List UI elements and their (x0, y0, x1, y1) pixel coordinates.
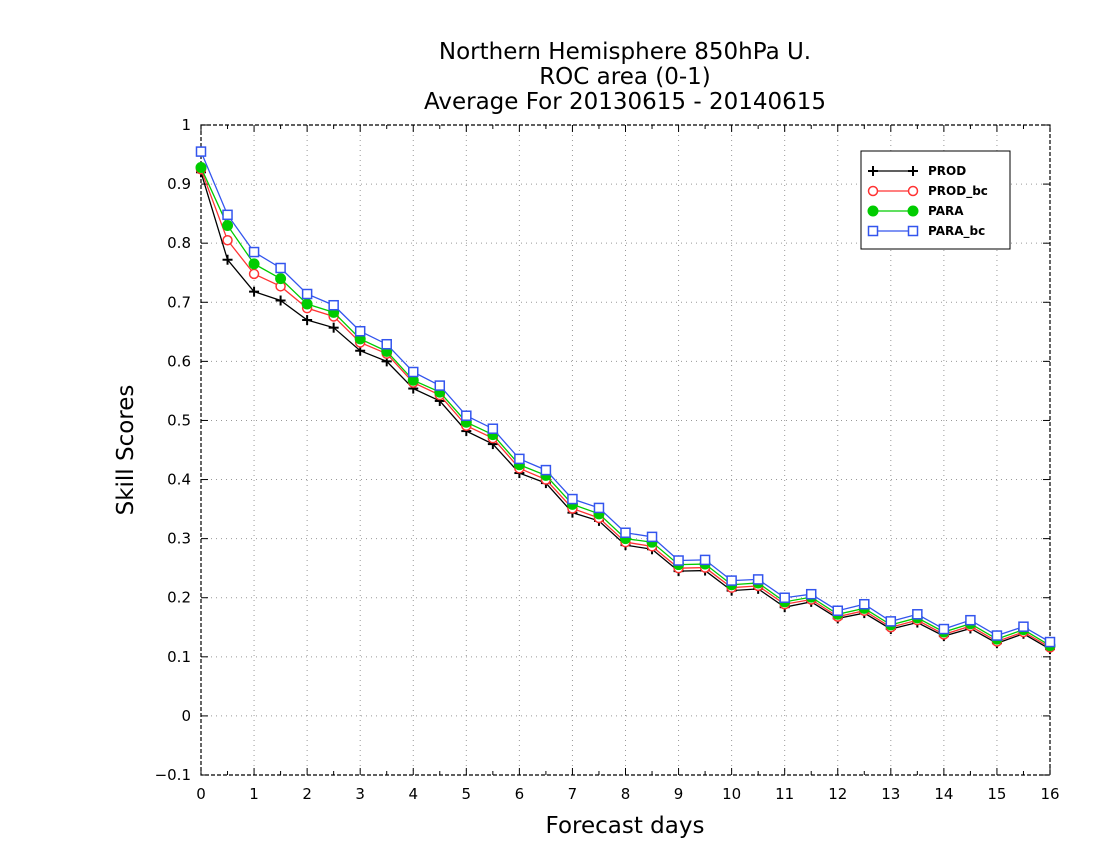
data-point-PARA (222, 219, 234, 231)
legend-label-PARA_bc: PARA_bc (928, 224, 985, 239)
x-tick-label: 13 (881, 785, 900, 803)
chart-title-line-2: ROC area (0-1) (539, 64, 711, 90)
data-point-PARA_bc (222, 209, 233, 221)
y-tick-label: 0.9 (167, 175, 191, 193)
data-point-PARA_bc (779, 592, 790, 603)
data-point-PARA_bc (885, 616, 897, 627)
data-point-PARA_bc (646, 531, 658, 543)
data-point-PARA_bc (328, 299, 339, 311)
data-point-PROD (328, 322, 339, 333)
legend-marker-PARA_bc (867, 225, 879, 237)
y-tick-label: 0.8 (167, 234, 191, 252)
data-point-PROD_bc (222, 234, 233, 246)
y-tick-label: 0 (181, 707, 191, 725)
data-point-PARA_bc (620, 527, 631, 538)
data-point-PARA_bc (461, 410, 472, 421)
data-point-PROD (222, 254, 233, 265)
data-point-PARA_bc (248, 246, 260, 258)
data-point-PARA_bc (965, 614, 976, 626)
data-point-PARA_bc (752, 574, 764, 585)
data-point-PARA_bc (408, 366, 419, 378)
data-point-PARA_bc (593, 502, 605, 514)
y-tick-label: 0.1 (167, 648, 191, 666)
x-tick-label: 15 (987, 785, 1006, 803)
legend-label-PROD_bc: PROD_bc (928, 184, 988, 199)
data-point-PARA_bc (301, 288, 313, 300)
data-point-PARA_bc (540, 464, 552, 476)
x-tick-label: 8 (621, 785, 631, 803)
x-tick-label: 3 (355, 785, 365, 803)
data-point-PARA_bc (699, 554, 711, 566)
legend-label-PARA: PARA (928, 204, 964, 218)
data-point-PARA (248, 258, 260, 270)
x-axis-title: Forecast days (546, 813, 705, 839)
data-point-PARA_bc (938, 623, 950, 635)
data-point-PARA_bc (381, 338, 392, 350)
y-tick-label: 0.7 (167, 293, 191, 311)
series-layer (195, 146, 1056, 655)
x-tick-label: 11 (775, 785, 794, 803)
x-tick-label: 0 (196, 785, 206, 803)
x-tick-label: 2 (302, 785, 312, 803)
legend-marker-PROD (908, 166, 918, 176)
data-point-PARA (275, 273, 287, 285)
y-tick-label: 0.4 (167, 471, 191, 489)
x-tick-label: 16 (1040, 785, 1059, 803)
y-tick-label: 0.6 (167, 352, 191, 370)
data-point-PARA_bc (832, 605, 843, 616)
data-point-PARA_bc (195, 146, 207, 157)
y-tick-label: 0.5 (167, 411, 191, 429)
x-tick-label: 9 (674, 785, 684, 803)
data-point-PARA_bc (567, 493, 578, 505)
data-point-PARA_bc (275, 262, 286, 274)
legend-marker-PROD_bc (907, 185, 919, 197)
x-tick-label: 1 (249, 785, 259, 803)
data-point-PARA_bc (354, 325, 366, 337)
series-PARA_bc (195, 146, 1056, 648)
data-point-PARA_bc (726, 575, 737, 586)
legend-label-PROD: PROD (928, 164, 966, 178)
legend-marker-PROD_bc (867, 185, 879, 197)
legend-marker-PARA (867, 205, 879, 217)
legend: PROD PROD_bc PARA PARA_bc (860, 150, 1011, 250)
y-tick-label: 0.2 (167, 589, 191, 607)
data-point-PARA (301, 298, 313, 310)
data-point-PARA (195, 162, 207, 174)
y-tick-label: −0.1 (155, 766, 191, 784)
x-tick-label: 10 (722, 785, 741, 803)
y-axis-title: Skill Scores (113, 385, 139, 516)
x-tick-label: 12 (828, 785, 847, 803)
data-point-PROD (302, 315, 313, 325)
x-tick-label: 5 (462, 785, 472, 803)
data-point-PARA_bc (487, 423, 499, 434)
data-point-PARA_bc (859, 598, 870, 610)
x-tick-label: 7 (568, 785, 578, 803)
data-point-PARA_bc (805, 588, 817, 600)
legend-marker-PROD (868, 166, 878, 176)
x-tick-label: 14 (934, 785, 953, 803)
data-point-PARA_bc (514, 453, 525, 465)
legend-box (860, 150, 1011, 250)
data-point-PARA_bc (1044, 636, 1056, 648)
data-point-PARA_bc (1018, 621, 1029, 632)
legend-marker-PARA_bc (907, 225, 919, 237)
x-tick-label: 4 (408, 785, 418, 803)
y-tick-label: 0.3 (167, 530, 191, 548)
data-point-PROD (275, 295, 286, 306)
y-tick-label: 1 (181, 116, 191, 134)
chart-title-line-3: Average For 20130615 - 20140615 (424, 89, 826, 115)
data-point-PARA_bc (991, 630, 1003, 641)
data-point-PROD (249, 286, 260, 297)
chart-title-line-1: Northern Hemisphere 850hPa U. (439, 39, 811, 65)
data-point-PARA_bc (912, 609, 923, 620)
x-tick-label: 6 (515, 785, 525, 803)
legend-marker-PARA (907, 205, 919, 217)
data-point-PROD_bc (248, 268, 260, 280)
data-point-PARA_bc (673, 555, 684, 566)
grid (201, 125, 1050, 775)
data-point-PARA_bc (434, 380, 446, 391)
